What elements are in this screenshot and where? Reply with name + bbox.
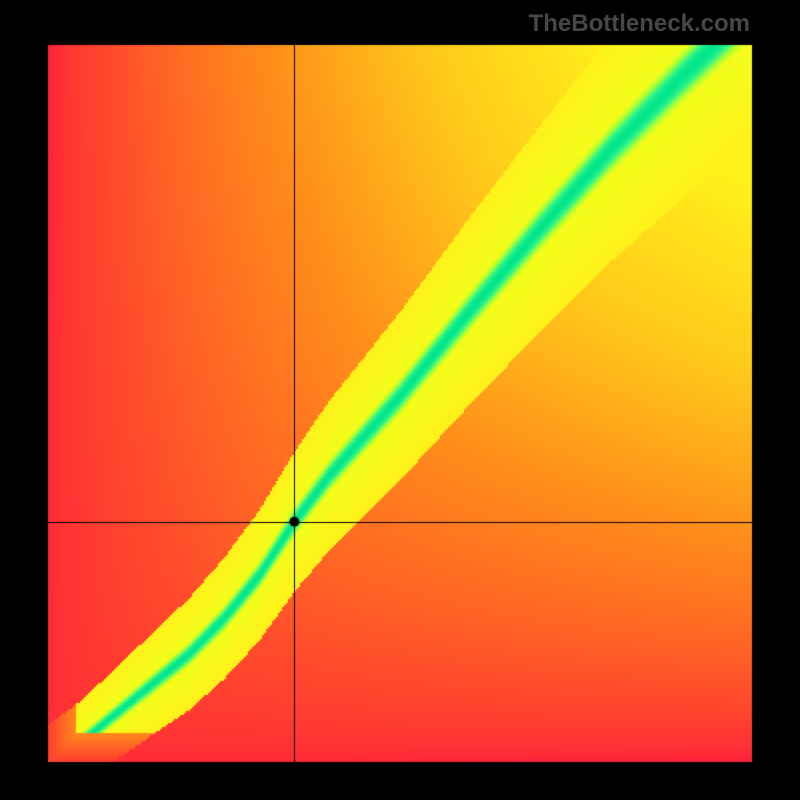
bottleneck-heatmap-chart (0, 0, 800, 800)
watermark-text: TheBottleneck.com (529, 10, 750, 38)
